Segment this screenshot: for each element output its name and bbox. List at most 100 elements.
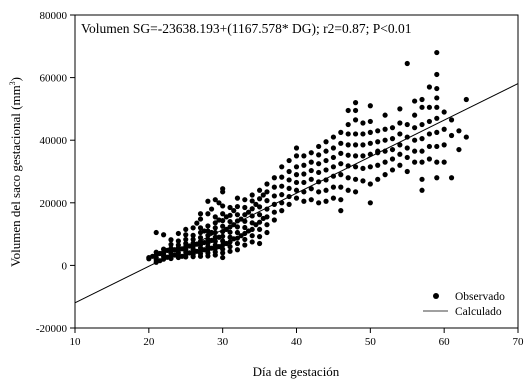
data-point bbox=[419, 104, 425, 110]
data-point bbox=[197, 225, 204, 231]
data-point bbox=[367, 103, 373, 109]
data-point bbox=[419, 96, 425, 103]
data-point bbox=[412, 137, 418, 143]
data-point bbox=[404, 60, 410, 67]
data-point bbox=[360, 153, 366, 159]
data-point bbox=[426, 143, 432, 150]
data-point bbox=[208, 229, 215, 236]
data-point bbox=[308, 197, 314, 203]
data-point bbox=[375, 176, 381, 182]
data-point bbox=[345, 107, 351, 114]
data-point bbox=[242, 212, 248, 218]
data-point bbox=[220, 203, 226, 209]
data-point bbox=[249, 198, 255, 204]
data-point bbox=[375, 128, 381, 134]
data-point bbox=[293, 153, 300, 159]
data-point bbox=[434, 71, 440, 78]
data-point bbox=[323, 139, 329, 145]
data-point bbox=[201, 228, 207, 234]
data-point bbox=[441, 109, 447, 115]
data-point bbox=[389, 146, 396, 153]
data-point bbox=[201, 247, 207, 253]
data-point bbox=[234, 240, 241, 247]
data-point bbox=[330, 184, 337, 190]
data-point bbox=[146, 256, 152, 262]
data-point bbox=[212, 197, 218, 203]
data-point bbox=[434, 129, 440, 135]
data-point bbox=[434, 115, 440, 121]
data-point bbox=[345, 152, 351, 158]
data-point bbox=[323, 148, 329, 154]
data-point bbox=[345, 187, 351, 193]
x-tick-label: 30 bbox=[217, 336, 229, 348]
data-point bbox=[212, 234, 218, 240]
data-point bbox=[352, 176, 359, 182]
data-point bbox=[338, 140, 344, 146]
legend-observed-marker bbox=[433, 293, 439, 299]
data-point bbox=[412, 148, 418, 154]
data-point bbox=[382, 172, 388, 178]
data-point bbox=[360, 120, 366, 126]
data-point bbox=[271, 217, 277, 223]
data-point bbox=[352, 117, 359, 123]
data-point bbox=[161, 232, 167, 238]
data-point bbox=[323, 167, 329, 173]
data-point bbox=[434, 104, 440, 110]
data-point bbox=[301, 179, 307, 186]
data-point bbox=[286, 201, 292, 207]
data-point bbox=[389, 156, 396, 162]
data-point bbox=[279, 183, 285, 189]
data-point bbox=[434, 159, 440, 165]
data-point bbox=[260, 192, 266, 198]
data-point bbox=[426, 131, 432, 137]
data-point bbox=[271, 184, 277, 190]
data-point bbox=[397, 131, 403, 137]
y-tick-label: 60000 bbox=[40, 73, 68, 85]
data-point bbox=[271, 209, 277, 215]
data-point bbox=[220, 223, 226, 229]
x-tick-label: 10 bbox=[70, 336, 82, 348]
observed-points bbox=[146, 49, 469, 265]
data-point bbox=[249, 206, 255, 212]
data-point bbox=[279, 174, 285, 180]
data-point bbox=[293, 164, 300, 170]
data-point bbox=[316, 152, 322, 158]
data-point bbox=[330, 145, 337, 151]
y-tick-label: 20000 bbox=[40, 198, 68, 210]
data-point bbox=[279, 208, 285, 214]
data-point bbox=[456, 146, 462, 153]
data-point bbox=[264, 206, 270, 212]
data-point bbox=[345, 175, 351, 181]
data-point bbox=[264, 222, 270, 228]
data-point bbox=[463, 96, 469, 103]
data-point bbox=[352, 153, 359, 159]
data-point bbox=[382, 126, 388, 132]
data-point bbox=[330, 195, 337, 201]
data-point bbox=[316, 169, 322, 176]
data-point bbox=[256, 234, 263, 240]
data-point bbox=[227, 204, 233, 211]
data-point bbox=[231, 208, 237, 214]
data-point bbox=[190, 225, 196, 231]
data-point bbox=[330, 134, 337, 140]
data-point bbox=[323, 177, 329, 183]
data-point bbox=[301, 198, 307, 204]
data-point bbox=[434, 85, 440, 92]
data-point bbox=[286, 177, 292, 183]
data-point bbox=[397, 162, 403, 168]
data-point bbox=[448, 132, 455, 139]
data-point bbox=[227, 229, 233, 235]
data-point bbox=[456, 128, 462, 134]
data-point bbox=[264, 189, 270, 195]
data-point bbox=[212, 225, 218, 231]
y-axis-label-tail: ) bbox=[8, 77, 23, 81]
data-point bbox=[183, 240, 189, 247]
fit-line bbox=[74, 83, 519, 304]
data-point bbox=[367, 164, 373, 170]
data-point bbox=[345, 142, 351, 148]
data-point bbox=[216, 200, 222, 206]
legend: Observado Calculado bbox=[423, 291, 505, 318]
data-point bbox=[227, 218, 233, 225]
data-point bbox=[197, 216, 204, 222]
